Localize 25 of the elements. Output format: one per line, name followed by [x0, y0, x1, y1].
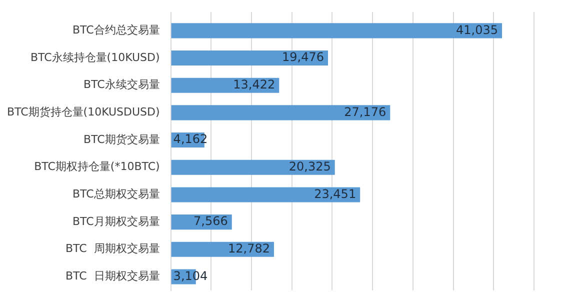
bar	[171, 23, 502, 38]
y-tick-label: BTC永续交易量	[83, 78, 160, 92]
bar	[171, 105, 390, 120]
data-label: 20,325	[288, 159, 331, 174]
data-label: 7,566	[194, 214, 228, 228]
y-tick-label: BTC永续持仓量(10KUSD)	[30, 50, 160, 64]
y-tick-label: BTC合约总交易量	[72, 24, 160, 37]
data-label: 27,176	[344, 104, 386, 119]
data-label: 12,782	[228, 242, 270, 256]
bar	[171, 242, 274, 257]
y-tick-label: BTC 周期权交易量	[66, 242, 160, 256]
data-label: 23,451	[314, 186, 356, 201]
data-label: 13,422	[233, 77, 276, 92]
y-tick-label: BTC 日期权交易量	[66, 270, 160, 283]
y-tick-label: BTC期货交易量	[83, 132, 160, 146]
bar	[171, 160, 335, 175]
bar	[171, 50, 328, 66]
data-label: 41,035	[456, 22, 498, 37]
bar	[171, 187, 360, 202]
y-tick-label: BTC期权持仓量(*10BTC)	[34, 160, 160, 174]
data-label: 19,476	[282, 50, 324, 64]
y-tick-label: BTC期货持仓量(10KUSDUSD)	[6, 106, 160, 119]
bar	[171, 78, 280, 93]
y-tick-label: BTC总期权交易量	[72, 188, 160, 201]
y-tick-label: BTC月期权交易量	[72, 214, 160, 228]
